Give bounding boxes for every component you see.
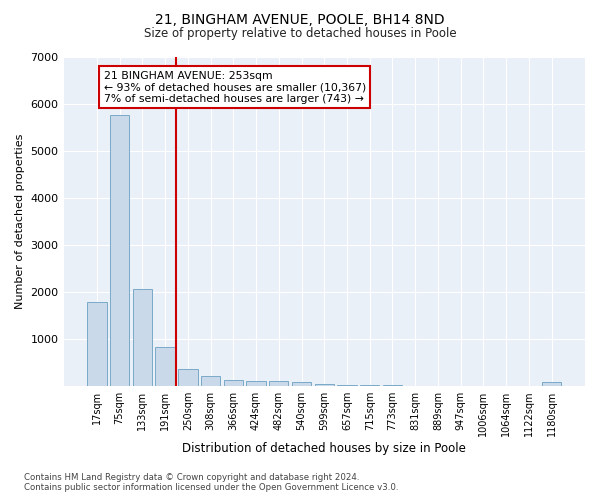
Bar: [133, 289, 152, 386]
Bar: [269, 382, 289, 386]
Bar: [201, 376, 220, 386]
Bar: [155, 348, 175, 386]
Bar: [224, 380, 243, 386]
Bar: [178, 369, 197, 386]
Bar: [542, 382, 561, 386]
Bar: [87, 302, 107, 386]
Bar: [292, 382, 311, 386]
Text: 21, BINGHAM AVENUE, POOLE, BH14 8ND: 21, BINGHAM AVENUE, POOLE, BH14 8ND: [155, 12, 445, 26]
Bar: [360, 385, 379, 386]
Bar: [337, 384, 356, 386]
Text: Contains HM Land Registry data © Crown copyright and database right 2024.
Contai: Contains HM Land Registry data © Crown c…: [24, 473, 398, 492]
Bar: [110, 115, 130, 386]
Text: Size of property relative to detached houses in Poole: Size of property relative to detached ho…: [143, 28, 457, 40]
Bar: [247, 382, 266, 386]
Text: 21 BINGHAM AVENUE: 253sqm
← 93% of detached houses are smaller (10,367)
7% of se: 21 BINGHAM AVENUE: 253sqm ← 93% of detac…: [104, 70, 366, 104]
Bar: [314, 384, 334, 386]
X-axis label: Distribution of detached houses by size in Poole: Distribution of detached houses by size …: [182, 442, 466, 455]
Y-axis label: Number of detached properties: Number of detached properties: [15, 134, 25, 309]
